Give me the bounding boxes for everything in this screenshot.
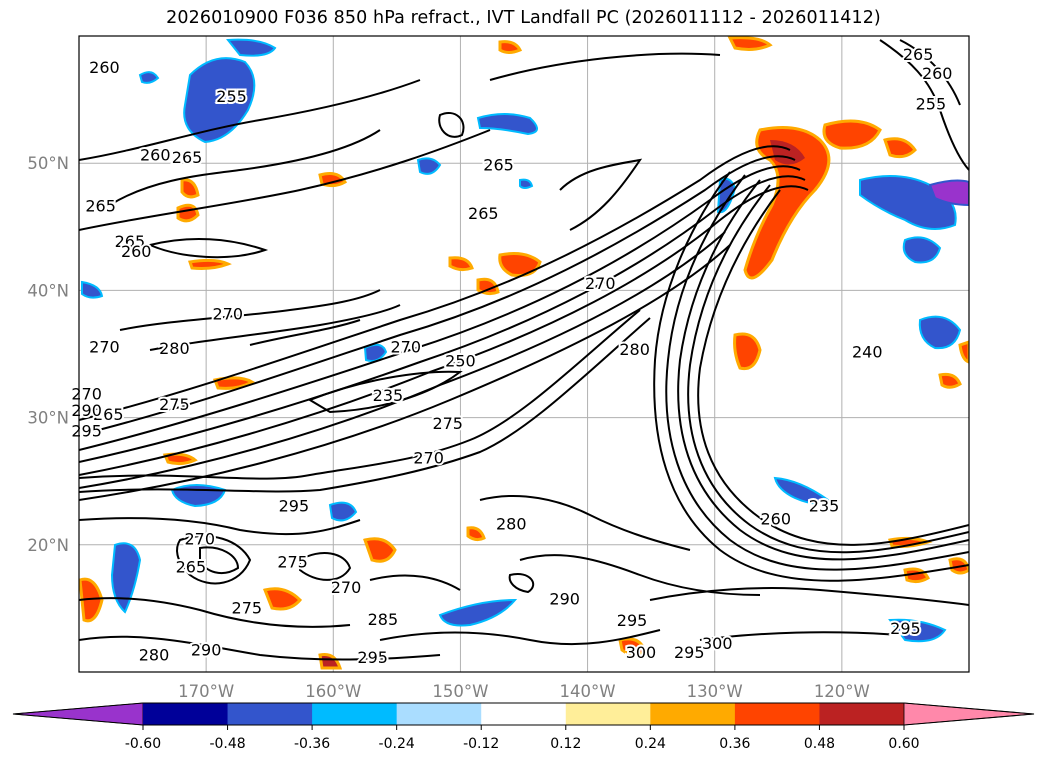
contour-label: 265 bbox=[903, 45, 934, 64]
lat-tick-label: 50°N bbox=[27, 154, 69, 173]
contour-label: 260 bbox=[89, 58, 120, 77]
contour-label: 295 bbox=[71, 422, 102, 441]
lon-tick-label: 130°W bbox=[687, 682, 743, 701]
contour-label: 260 bbox=[121, 242, 152, 261]
contour-label: 275 bbox=[159, 395, 190, 414]
contour-label: 275 bbox=[277, 553, 308, 572]
colorbar-tick-label: -0.24 bbox=[379, 736, 415, 752]
contour-label: 300 bbox=[626, 643, 657, 662]
contour-label: 290 bbox=[71, 401, 102, 420]
contour-label: 285 bbox=[368, 610, 399, 629]
contour-label: 270 bbox=[185, 530, 216, 549]
contour-label: 255 bbox=[216, 87, 247, 106]
contour-label: 265 bbox=[93, 405, 124, 424]
colorbar-segment bbox=[143, 703, 229, 725]
contour-label: 260 bbox=[922, 64, 953, 83]
contour-label: 265 bbox=[115, 232, 146, 251]
colorbar-tick-label: 0.48 bbox=[804, 736, 835, 752]
contour-label: 270 bbox=[390, 338, 421, 357]
contour-label: 280 bbox=[159, 339, 190, 358]
colorbar-segment bbox=[481, 703, 567, 725]
contour-label: 260 bbox=[140, 146, 171, 165]
contour-label: 265 bbox=[172, 148, 203, 167]
colorbar-tick-label: 0.36 bbox=[719, 736, 750, 752]
contour-label: 240 bbox=[852, 343, 883, 362]
colorbar-segment bbox=[312, 703, 398, 725]
contour-label: 265 bbox=[176, 558, 207, 577]
colorbar-segment bbox=[396, 703, 482, 725]
colorbar-tick-label: 0.24 bbox=[635, 736, 666, 752]
contour-label: 265 bbox=[483, 156, 514, 175]
colorbar-over-triangle bbox=[903, 702, 1035, 726]
lon-tick-label: 140°W bbox=[560, 682, 616, 701]
colorbar-segment bbox=[565, 703, 651, 725]
contour-label: 255 bbox=[916, 95, 947, 114]
contour-label: 290 bbox=[191, 640, 222, 659]
colorbar-tick-label: -0.12 bbox=[463, 736, 499, 752]
contour-label: 250 bbox=[445, 352, 476, 371]
contour-label: 295 bbox=[279, 497, 310, 516]
contour-label: 295 bbox=[617, 611, 648, 630]
contour-label: 280 bbox=[139, 645, 170, 664]
lon-tick-label: 150°W bbox=[432, 682, 488, 701]
lon-tick-label: 170°W bbox=[178, 682, 234, 701]
contour-label: 270 bbox=[331, 578, 362, 597]
contour-lines bbox=[79, 39, 969, 661]
latitude-labels: 20°N 30°N 40°N 50°N bbox=[27, 154, 69, 555]
contour-label: 270 bbox=[585, 274, 616, 293]
lat-tick-label: 30°N bbox=[27, 409, 69, 428]
colorbar-under-triangle bbox=[12, 702, 144, 726]
contour-label: 270 bbox=[413, 448, 444, 467]
longitude-labels: 170°W 160°W 150°W 140°W 130°W 120°W bbox=[178, 682, 870, 701]
colorbar-tick-label: -0.36 bbox=[294, 736, 330, 752]
colorbar-tick-label: -0.48 bbox=[209, 736, 245, 752]
lat-tick-label: 20°N bbox=[27, 536, 69, 555]
contour-label: 280 bbox=[619, 340, 650, 359]
contour-label: 235 bbox=[809, 497, 840, 516]
contour-label: 260 bbox=[760, 509, 791, 528]
lat-tick-label: 40°N bbox=[27, 281, 69, 300]
contour-label: 295 bbox=[674, 643, 705, 662]
contour-label: 295 bbox=[890, 619, 921, 638]
contour-label: 300 bbox=[702, 634, 733, 653]
colorbar: -0.60 -0.48 -0.36 -0.24 -0.12 0.12 0.24 0.36 0.4… bbox=[12, 702, 1035, 752]
colorbar-tick-label: 0.60 bbox=[888, 736, 919, 752]
colorbar-segment bbox=[227, 703, 313, 725]
colorbar-segment bbox=[819, 703, 905, 725]
colorbar-segment bbox=[734, 703, 820, 725]
contour-label: 235 bbox=[373, 386, 404, 405]
contour-label: 280 bbox=[496, 514, 527, 533]
colorbar-tick-label: -0.60 bbox=[125, 736, 161, 752]
contour-label: 275 bbox=[432, 414, 463, 433]
contour-label: 275 bbox=[232, 598, 263, 617]
map-title: 2026010900 F036 850 hPa refract., IVT La… bbox=[166, 8, 881, 28]
colorbar-segment bbox=[650, 703, 736, 725]
contour-label: 265 bbox=[85, 196, 116, 215]
contour-label: 265 bbox=[468, 204, 499, 223]
contour-label: 270 bbox=[71, 385, 102, 404]
contour-label: 295 bbox=[357, 648, 388, 667]
lon-tick-label: 120°W bbox=[814, 682, 870, 701]
contour-label: 270 bbox=[89, 338, 120, 357]
map-frame bbox=[78, 35, 970, 673]
colorbar-tick-label: 0.12 bbox=[550, 736, 581, 752]
contour-label: 270 bbox=[212, 305, 243, 324]
contour-label: 290 bbox=[549, 589, 580, 608]
lon-tick-label: 160°W bbox=[305, 682, 361, 701]
